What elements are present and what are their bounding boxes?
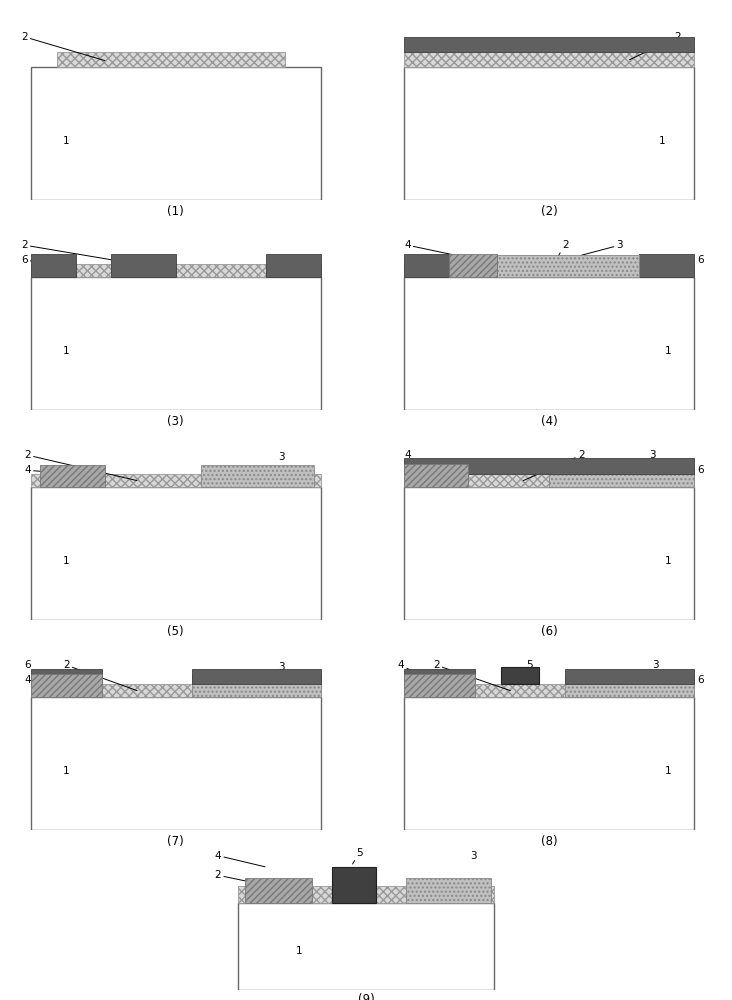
Bar — [449, 254, 498, 277]
Text: 1: 1 — [665, 346, 671, 356]
Text: 1: 1 — [63, 766, 70, 776]
Text: 6: 6 — [662, 44, 681, 54]
Bar — [31, 674, 102, 697]
Bar — [404, 684, 694, 697]
Text: (9): (9) — [358, 993, 374, 1000]
Text: 1: 1 — [63, 556, 70, 566]
Text: 4: 4 — [24, 675, 53, 687]
Bar — [31, 474, 321, 487]
Bar — [266, 254, 321, 277]
Bar — [406, 878, 490, 903]
Text: (4): (4) — [541, 415, 557, 428]
Text: 2: 2 — [214, 870, 299, 892]
Text: 6: 6 — [671, 675, 703, 685]
Bar — [244, 878, 312, 903]
Bar — [404, 277, 694, 410]
Bar — [31, 697, 321, 830]
Bar — [404, 668, 475, 684]
Bar — [40, 465, 105, 487]
Bar — [404, 474, 694, 487]
Bar — [201, 465, 314, 487]
Bar — [31, 487, 321, 620]
Text: 2: 2 — [21, 32, 105, 61]
Text: 1: 1 — [63, 346, 70, 356]
Bar — [404, 52, 694, 67]
Text: 3: 3 — [471, 851, 477, 861]
Text: 6: 6 — [21, 255, 44, 265]
Text: 5: 5 — [520, 660, 533, 672]
Text: 2: 2 — [24, 450, 137, 481]
Bar — [549, 465, 694, 487]
Text: 1: 1 — [665, 556, 671, 566]
Text: 2: 2 — [21, 240, 176, 271]
Text: (8): (8) — [541, 835, 557, 848]
Bar — [404, 264, 694, 277]
Text: 3: 3 — [652, 660, 659, 670]
Text: 5: 5 — [353, 848, 362, 864]
Text: 1: 1 — [665, 766, 671, 776]
Text: 3: 3 — [649, 450, 655, 460]
Bar — [31, 264, 321, 277]
Bar — [501, 667, 539, 684]
Bar — [565, 668, 694, 684]
Text: 4: 4 — [24, 465, 53, 475]
Bar — [565, 674, 694, 697]
Text: (3): (3) — [168, 415, 184, 428]
Text: (1): (1) — [168, 205, 184, 218]
Text: 1: 1 — [658, 135, 665, 145]
Text: 6: 6 — [671, 465, 703, 475]
Text: 4: 4 — [397, 660, 420, 675]
Bar — [404, 254, 449, 277]
Text: 2: 2 — [63, 660, 137, 691]
Bar — [56, 52, 285, 67]
Text: (7): (7) — [168, 835, 184, 848]
Bar — [332, 867, 376, 903]
Bar — [404, 487, 694, 620]
Text: 2: 2 — [630, 32, 681, 60]
Bar — [31, 277, 321, 410]
Text: 2: 2 — [433, 660, 510, 691]
Text: 3: 3 — [279, 452, 285, 462]
Bar — [192, 674, 321, 697]
Bar — [31, 254, 76, 277]
Text: (2): (2) — [541, 205, 557, 218]
Text: 4: 4 — [404, 240, 455, 255]
Bar — [31, 668, 102, 684]
Bar — [404, 697, 694, 830]
Text: (6): (6) — [541, 625, 557, 638]
Bar — [31, 67, 321, 200]
Bar — [238, 903, 494, 990]
Text: (5): (5) — [168, 625, 184, 638]
Text: 3: 3 — [581, 240, 623, 255]
Text: 4: 4 — [214, 851, 265, 867]
Bar — [404, 67, 694, 200]
Text: 4: 4 — [404, 450, 420, 464]
Bar — [639, 254, 694, 277]
Bar — [238, 886, 494, 903]
Bar — [498, 255, 639, 277]
Bar — [404, 674, 475, 697]
Text: 6: 6 — [671, 255, 703, 265]
Bar — [404, 464, 468, 487]
Bar — [111, 254, 176, 277]
Bar — [31, 684, 321, 697]
Text: 1: 1 — [63, 135, 70, 145]
Bar — [404, 458, 694, 474]
Text: 2: 2 — [523, 450, 585, 481]
Text: 6: 6 — [24, 660, 37, 674]
Text: 2: 2 — [549, 240, 569, 271]
Text: 1: 1 — [295, 946, 302, 956]
Bar — [192, 668, 321, 684]
Bar — [404, 37, 694, 52]
Text: 3: 3 — [279, 662, 285, 672]
